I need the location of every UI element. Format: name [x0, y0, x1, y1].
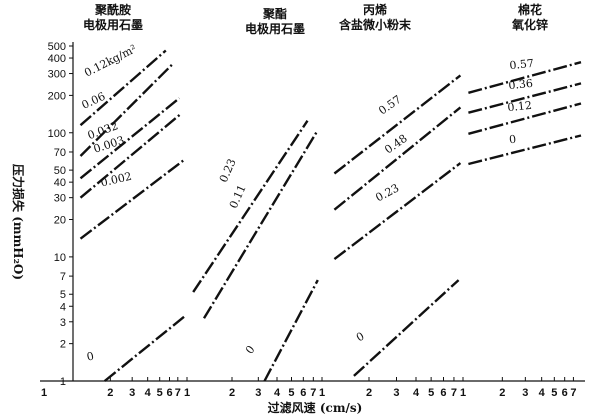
series-label: 0.23	[373, 181, 401, 204]
x-tick-label: 4	[539, 387, 546, 399]
y-tick-label: 30	[54, 193, 66, 205]
x-tick-label: 5	[551, 387, 557, 399]
y-tick-label: 7	[60, 271, 66, 283]
x-tick-label: 7	[451, 387, 457, 399]
series-lines	[79, 49, 582, 382]
y-tick-label: 2	[60, 339, 66, 351]
panel-title: 含盐微小粉末	[339, 17, 412, 32]
y-tick-label: 300	[48, 69, 66, 81]
series-label: 0.36	[508, 77, 534, 92]
x-tick-label: 4	[145, 387, 152, 399]
y-tick-label: 200	[48, 90, 66, 102]
x-tick-label: 6	[562, 387, 568, 399]
x-tick-label: 3	[129, 387, 135, 399]
x-tick-label: 5	[157, 387, 163, 399]
x-tick-label: 7	[310, 387, 316, 399]
panel-title: 电极用石墨	[245, 21, 305, 36]
x-tick-label: 5	[288, 387, 294, 399]
x-tick-label: 1	[319, 387, 325, 399]
panel-title: 聚酰胺	[94, 2, 131, 17]
x-tick-label: 3	[522, 387, 528, 399]
x-axis-label: 过滤风速 (cm/s)	[268, 400, 363, 415]
series-label: 0.12kg/m²	[82, 42, 138, 79]
series-line	[468, 102, 582, 135]
x-tick-label: 4	[413, 387, 420, 399]
x-tick-label: 7	[175, 387, 181, 399]
panel-title: 棉花	[518, 2, 542, 17]
series-label: 0.23	[217, 157, 239, 185]
panel-title: 电极用石墨	[83, 17, 143, 32]
x-tick-label: 1	[41, 387, 47, 399]
y-tick-label: 70	[54, 147, 66, 159]
x-tick-label: 3	[393, 387, 399, 399]
series-label: 0	[243, 343, 258, 357]
x-tick-label: 4	[274, 387, 281, 399]
y-tick-label: 50	[54, 165, 66, 177]
axes	[40, 42, 585, 382]
series-label: 0	[354, 330, 367, 345]
series-line	[468, 61, 582, 94]
x-tick-label: 2	[499, 387, 505, 399]
x-tick-label: 2	[366, 387, 372, 399]
series-label: 0	[508, 133, 516, 147]
panel-title: 聚酯	[262, 6, 287, 21]
series-label: 0.57	[376, 93, 404, 118]
x-tick-label: 6	[166, 387, 172, 399]
series-line	[202, 129, 319, 319]
y-tick-label: 3	[60, 317, 66, 329]
y-tick-label: 1	[60, 376, 66, 388]
x-tick-label: 5	[428, 387, 434, 399]
x-tick-label: 3	[255, 387, 261, 399]
x-tick-label: 1	[460, 387, 466, 399]
panel-title: 丙烯	[363, 2, 387, 17]
x-tick-label: 1	[184, 387, 190, 399]
y-tick-label: 400	[48, 53, 66, 65]
series-label: 0.12	[507, 99, 533, 114]
series-line	[333, 106, 462, 211]
series-line	[333, 74, 462, 175]
series-line	[192, 120, 309, 293]
x-tick-label: 2	[107, 387, 113, 399]
series-line	[468, 134, 582, 166]
series-line	[353, 279, 460, 377]
series-line	[79, 49, 167, 127]
x-tick-label: 6	[300, 387, 306, 399]
y-tick-label: 4	[60, 301, 66, 313]
x-tick-label: 6	[440, 387, 446, 399]
series-line	[263, 279, 319, 382]
series-line	[79, 97, 181, 180]
y-tick-label: 10	[54, 252, 66, 264]
series-label: 0.11	[227, 183, 249, 211]
series-line	[79, 159, 185, 240]
series-line	[103, 315, 186, 382]
series-label: 0	[85, 349, 95, 363]
x-tick-label: 2	[229, 387, 235, 399]
y-tick-label: 100	[48, 128, 66, 140]
series-line	[333, 162, 462, 261]
series-label: 0.57	[509, 57, 535, 72]
panel-title: 氧化锌	[511, 17, 548, 32]
series-label: 0.002	[99, 170, 133, 190]
y-tick-label: 20	[54, 215, 66, 227]
y-tick-label: 5	[60, 289, 66, 301]
series-line	[468, 82, 582, 114]
series-label: 0.06	[80, 90, 108, 112]
y-tick-label: 500	[48, 41, 66, 53]
y-tick-label: 40	[54, 177, 66, 189]
x-tick-label: 7	[570, 387, 576, 399]
y-axis-label: 压力损失 (mmH₂O)	[11, 164, 26, 280]
